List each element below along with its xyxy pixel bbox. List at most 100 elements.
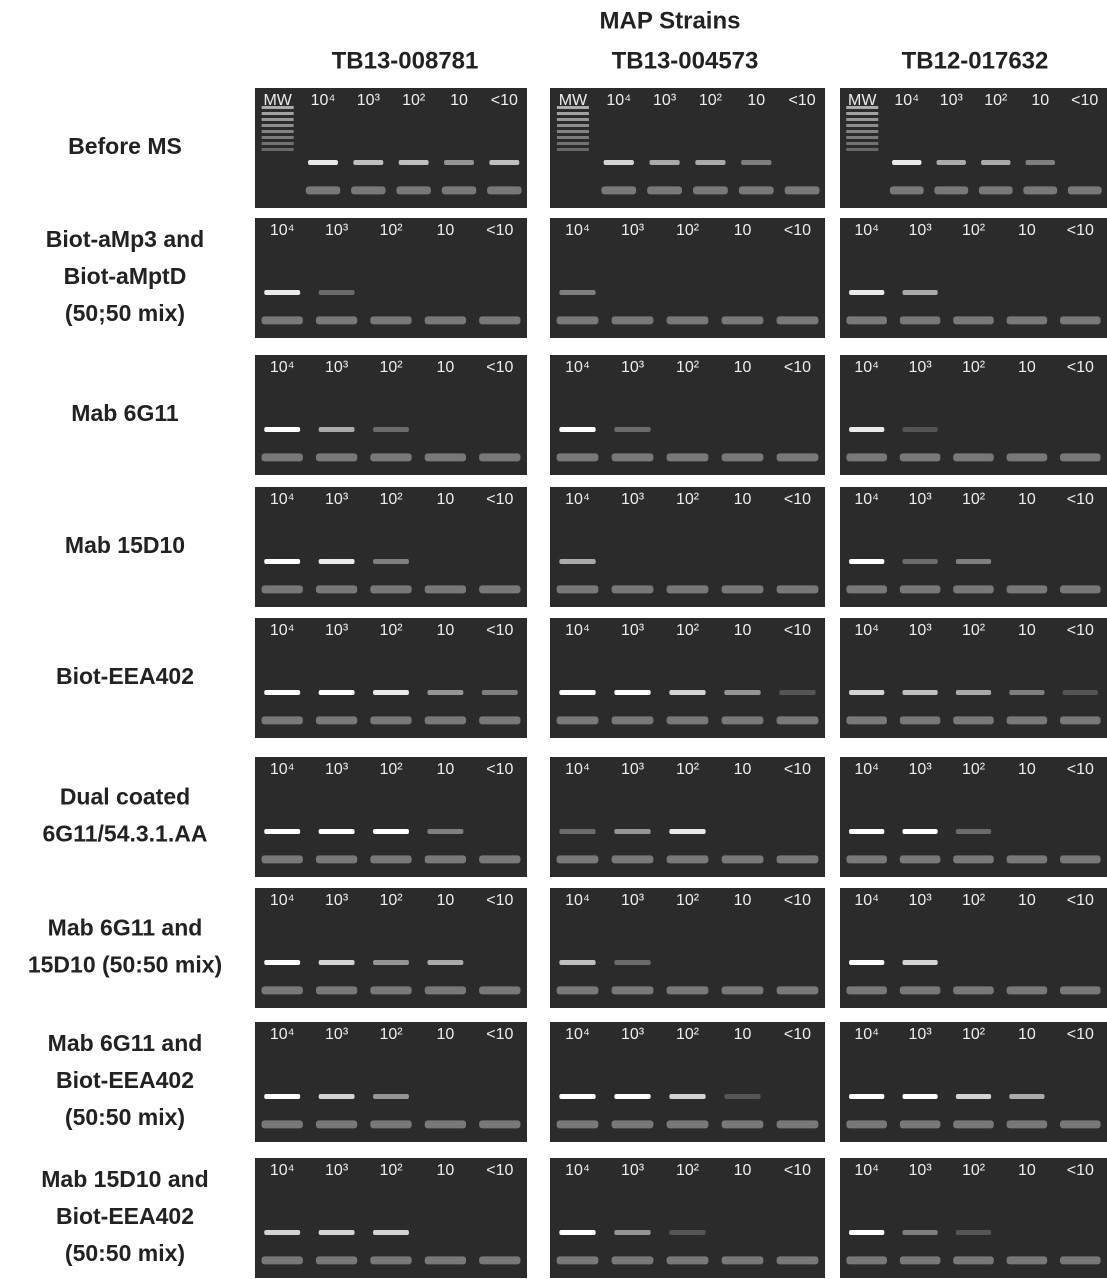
primer-band bbox=[846, 986, 887, 995]
dna-band bbox=[902, 427, 938, 432]
dna-band bbox=[614, 960, 651, 965]
lane-label: 10³ bbox=[621, 1026, 645, 1043]
primer-band bbox=[424, 986, 467, 995]
primer-band bbox=[1006, 453, 1048, 462]
dna-band bbox=[308, 160, 338, 165]
primer-band bbox=[721, 1256, 764, 1265]
dna-band bbox=[936, 160, 966, 165]
lane-label: 10 bbox=[1018, 1162, 1036, 1179]
dna-band bbox=[444, 160, 474, 165]
dna-band bbox=[559, 427, 596, 432]
ladder-band bbox=[846, 112, 879, 115]
lane-label: <10 bbox=[1067, 761, 1094, 778]
primer-band bbox=[556, 1120, 599, 1129]
lane-label: 10³ bbox=[621, 359, 645, 376]
lane-label: 10 bbox=[450, 92, 468, 109]
dna-band bbox=[902, 1094, 938, 1099]
ladder-band bbox=[556, 136, 589, 139]
primer-band bbox=[721, 316, 764, 325]
lane-label: 10² bbox=[676, 1026, 700, 1043]
lane-label: 10³ bbox=[909, 222, 933, 239]
row-label: (50:50 mix) bbox=[65, 1104, 185, 1130]
dna-band bbox=[902, 1230, 938, 1235]
row-label: Biot-aMp3 and bbox=[46, 226, 204, 252]
primer-band bbox=[261, 316, 303, 325]
lane-label: 10⁴ bbox=[894, 92, 919, 109]
dna-band bbox=[264, 1230, 301, 1235]
primer-band bbox=[666, 716, 709, 725]
lane-label: MW bbox=[559, 92, 588, 109]
lane-label: 10³ bbox=[621, 892, 645, 909]
primer-band bbox=[441, 186, 477, 195]
primer-band bbox=[846, 855, 887, 864]
primer-band bbox=[693, 186, 728, 195]
primer-band bbox=[899, 855, 941, 864]
primer-band bbox=[315, 316, 358, 325]
dna-band bbox=[373, 1094, 409, 1099]
primer-band bbox=[1006, 1120, 1048, 1129]
lane-label: <10 bbox=[1067, 1026, 1094, 1043]
lane-label: 10 bbox=[734, 359, 752, 376]
primer-band bbox=[1006, 986, 1048, 995]
lane-label: <10 bbox=[1067, 1162, 1094, 1179]
dna-band bbox=[902, 290, 938, 295]
lane-label: 10 bbox=[734, 1162, 752, 1179]
ladder-band bbox=[261, 130, 294, 133]
primer-band bbox=[424, 716, 467, 725]
primer-band bbox=[721, 716, 764, 725]
lane-label: 10⁴ bbox=[854, 1162, 879, 1179]
lane-label: 10² bbox=[676, 622, 700, 639]
dna-band bbox=[264, 690, 301, 695]
primer-band bbox=[370, 986, 412, 995]
dna-band bbox=[669, 829, 706, 834]
primer-band bbox=[424, 316, 467, 325]
lane-label: <10 bbox=[1067, 359, 1094, 376]
lane-label: <10 bbox=[1067, 222, 1094, 239]
primer-band bbox=[1060, 716, 1101, 725]
primer-band bbox=[899, 1120, 941, 1129]
primer-band bbox=[1067, 186, 1102, 195]
primer-band bbox=[666, 453, 709, 462]
primer-band bbox=[556, 316, 599, 325]
primer-band bbox=[721, 855, 764, 864]
lane-label: 10⁴ bbox=[854, 491, 879, 508]
dna-band bbox=[1062, 690, 1098, 695]
lane-label: 10² bbox=[676, 491, 700, 508]
lane-label: 10³ bbox=[909, 359, 933, 376]
primer-band bbox=[953, 1120, 994, 1129]
primer-band bbox=[721, 453, 764, 462]
primer-band bbox=[424, 585, 467, 594]
lane-label: 10³ bbox=[621, 622, 645, 639]
lane-label: 10⁴ bbox=[270, 892, 295, 909]
primer-band bbox=[611, 316, 654, 325]
dna-band bbox=[264, 829, 301, 834]
lane-label: 10² bbox=[962, 622, 986, 639]
lane-label: 10³ bbox=[325, 1162, 349, 1179]
primer-band bbox=[261, 1120, 303, 1129]
dna-band bbox=[614, 427, 651, 432]
dna-band bbox=[902, 960, 938, 965]
primer-band bbox=[611, 1256, 654, 1265]
primer-band bbox=[611, 855, 654, 864]
lane-label: 10³ bbox=[909, 1026, 933, 1043]
dna-band bbox=[427, 690, 464, 695]
lane-label: 10³ bbox=[621, 491, 645, 508]
lane-label: 10³ bbox=[940, 92, 964, 109]
lane-label: <10 bbox=[486, 1162, 513, 1179]
lane-label: 10² bbox=[402, 92, 426, 109]
primer-band bbox=[899, 316, 941, 325]
row-label: Mab 6G11 and bbox=[48, 915, 203, 941]
primer-band bbox=[978, 186, 1013, 195]
lane-label: 10³ bbox=[909, 761, 933, 778]
dna-band bbox=[318, 690, 355, 695]
dna-band bbox=[902, 559, 938, 564]
lane-label: <10 bbox=[1067, 622, 1094, 639]
lane-label: 10 bbox=[734, 892, 752, 909]
lane-label: 10 bbox=[1031, 92, 1049, 109]
row-label: Biot-aMptD bbox=[64, 263, 187, 289]
primer-band bbox=[479, 316, 521, 325]
lane-label: 10 bbox=[437, 1026, 455, 1043]
primer-band bbox=[1006, 316, 1048, 325]
primer-band bbox=[1006, 716, 1048, 725]
